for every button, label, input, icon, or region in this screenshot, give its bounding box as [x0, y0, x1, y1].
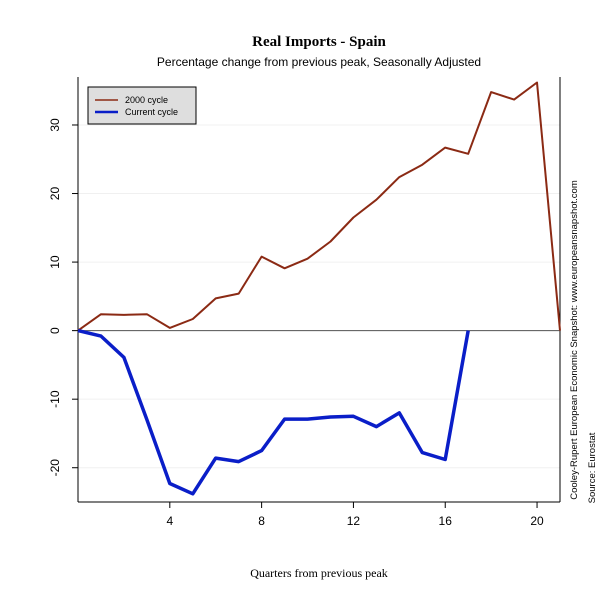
y-tick-label: 10 [48, 255, 62, 269]
series-group [77, 81, 561, 496]
legend-label-2000-cycle: 2000 cycle [125, 95, 168, 105]
x-tick-label: 8 [258, 514, 265, 528]
y-tick-label: -10 [48, 390, 62, 408]
legend: 2000 cycle Current cycle [87, 86, 197, 125]
y-tick-label: 20 [48, 187, 62, 201]
x-axis-label: Quarters from previous peak [250, 566, 388, 580]
x-tick-label: 12 [347, 514, 361, 528]
chart-subtitle: Percentage change from previous peak, Se… [157, 55, 481, 69]
x-tick-label: 16 [439, 514, 453, 528]
legend-label-current-cycle: Current cycle [125, 107, 178, 117]
y-tick-label: 0 [48, 327, 62, 334]
side-source-text: Source: Eurostat [587, 432, 598, 503]
chart-title: Real Imports - Spain [252, 34, 386, 50]
axes: 4 8 12 16 20 -20 -10 0 10 20 30 [48, 77, 561, 528]
x-tick-label: 4 [166, 514, 173, 528]
y-tick-label: -20 [48, 459, 62, 477]
legend-box [87, 86, 197, 125]
side-credit-text: Cooley-Rupert European Economic Snapshot… [569, 180, 580, 500]
series-line-2000-cycle [77, 81, 561, 332]
series-line-current-cycle [77, 328, 470, 496]
x-tick-label: 20 [530, 514, 544, 528]
y-tick-label: 30 [48, 118, 62, 132]
